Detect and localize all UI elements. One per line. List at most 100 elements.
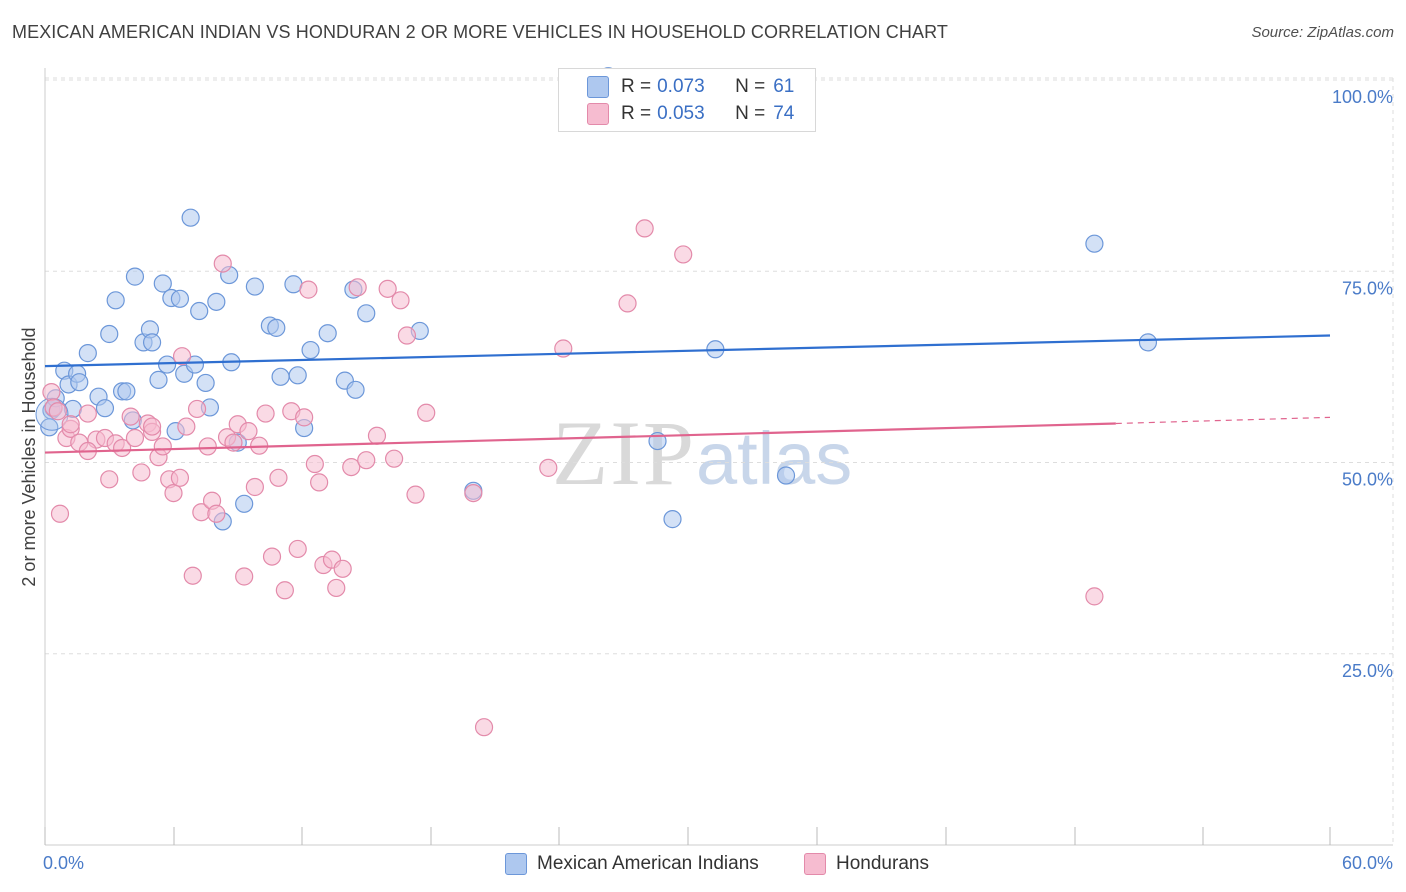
data-point [142, 417, 162, 436]
data-point [153, 437, 172, 456]
data-point [157, 355, 177, 374]
tick-labels: 25.0% 50.0% 75.0% 100.0% 0.0% 60.0% [43, 87, 1393, 873]
data-point [70, 373, 89, 392]
legend-swatch-blue [505, 853, 527, 875]
data-point [271, 367, 290, 386]
data-point [42, 383, 61, 402]
data-point [346, 380, 365, 399]
data-point [235, 494, 254, 513]
trend-line-pink-extension [1115, 416, 1331, 425]
data-point [310, 473, 329, 492]
data-point [262, 547, 282, 566]
chart-title: MEXICAN AMERICAN INDIAN VS HONDURAN 2 OR… [12, 22, 948, 42]
trend-line-pink [44, 422, 1116, 454]
trend-lines [44, 334, 1331, 454]
data-point [183, 566, 202, 585]
data-point [539, 458, 558, 477]
x-tick-label: 0.0% [43, 853, 84, 873]
data-point [301, 340, 320, 360]
data-point [397, 326, 417, 345]
series-hondurans [42, 219, 1104, 737]
legend-label: Mexican American Indians [537, 853, 759, 874]
data-point [288, 539, 307, 559]
legend-r-label: R = [621, 103, 652, 124]
data-point [125, 428, 145, 448]
stats-legend: R = 0.073 N = 61 R = 0.053 N = 74 [558, 68, 816, 132]
data-point [207, 292, 226, 311]
data-point [40, 418, 59, 437]
data-point [181, 208, 200, 227]
legend-n-value: 61 [773, 76, 795, 97]
data-point [177, 417, 196, 436]
legend-n-label: N = [735, 76, 766, 97]
legend-n-value: 74 [773, 103, 795, 124]
data-point [776, 466, 796, 485]
series-mexican-american-indians [35, 67, 1158, 531]
data-point [663, 510, 682, 529]
data-point [48, 402, 67, 421]
data-point [149, 370, 168, 389]
legend-r-value: 0.053 [657, 103, 705, 124]
data-point [295, 408, 314, 427]
data-point [333, 559, 352, 578]
data-point [170, 468, 190, 487]
data-point [384, 449, 404, 468]
data-point [417, 403, 436, 422]
legend-swatch-pink [587, 103, 609, 125]
data-point [288, 366, 307, 385]
data-point [618, 294, 637, 313]
data-point [78, 344, 97, 363]
data-point [78, 404, 97, 423]
data-point [367, 426, 387, 445]
data-point [235, 567, 254, 586]
data-point [185, 355, 205, 374]
data-point [1085, 234, 1104, 253]
axes [44, 68, 1393, 846]
data-point [342, 457, 361, 477]
data-point [142, 333, 162, 352]
legend-item-mexican-american-indians: Mexican American Indians [505, 852, 759, 876]
data-point [112, 438, 132, 458]
legend-row-blue: R = 0.073 N = 61 [587, 75, 794, 99]
data-point [406, 485, 425, 504]
y-tick-label: 75.0% [1342, 278, 1393, 298]
data-point [391, 291, 410, 310]
data-point [378, 279, 397, 298]
data-point [207, 504, 226, 523]
data-point [267, 318, 286, 337]
data-point [239, 422, 258, 441]
legend-row-pink: R = 0.053 N = 74 [587, 102, 794, 126]
data-point [674, 245, 693, 264]
data-point [299, 280, 318, 299]
data-point [172, 347, 192, 366]
legend-r-value: 0.073 [657, 76, 705, 97]
data-point [100, 470, 119, 489]
data-point [245, 277, 264, 296]
data-point [245, 477, 264, 497]
legend-swatch-blue [587, 76, 609, 98]
data-point [196, 373, 215, 393]
data-point [187, 399, 207, 419]
legend-r-label: R = [621, 76, 652, 97]
trend-line-blue [44, 334, 1331, 368]
data-point [106, 291, 125, 310]
data-point [464, 484, 483, 503]
y-tick-label: 100.0% [1332, 87, 1393, 107]
data-point [1085, 587, 1104, 606]
data-point [125, 267, 145, 286]
data-point [100, 324, 119, 344]
data-point [348, 278, 367, 297]
legend-item-hondurans: Hondurans [804, 852, 929, 876]
data-point [198, 437, 217, 456]
data-point [213, 254, 232, 273]
data-point [170, 289, 190, 308]
data-point [50, 504, 70, 523]
legend-swatch-pink [804, 853, 826, 875]
chart-source: Source: ZipAtlas.com [1251, 24, 1394, 41]
y-tick-label: 25.0% [1342, 661, 1393, 681]
data-point [256, 404, 275, 423]
x-tick-label: 60.0% [1342, 853, 1393, 873]
data-point [153, 274, 172, 293]
y-axis-label: 2 or more Vehicles in Household [19, 327, 39, 586]
